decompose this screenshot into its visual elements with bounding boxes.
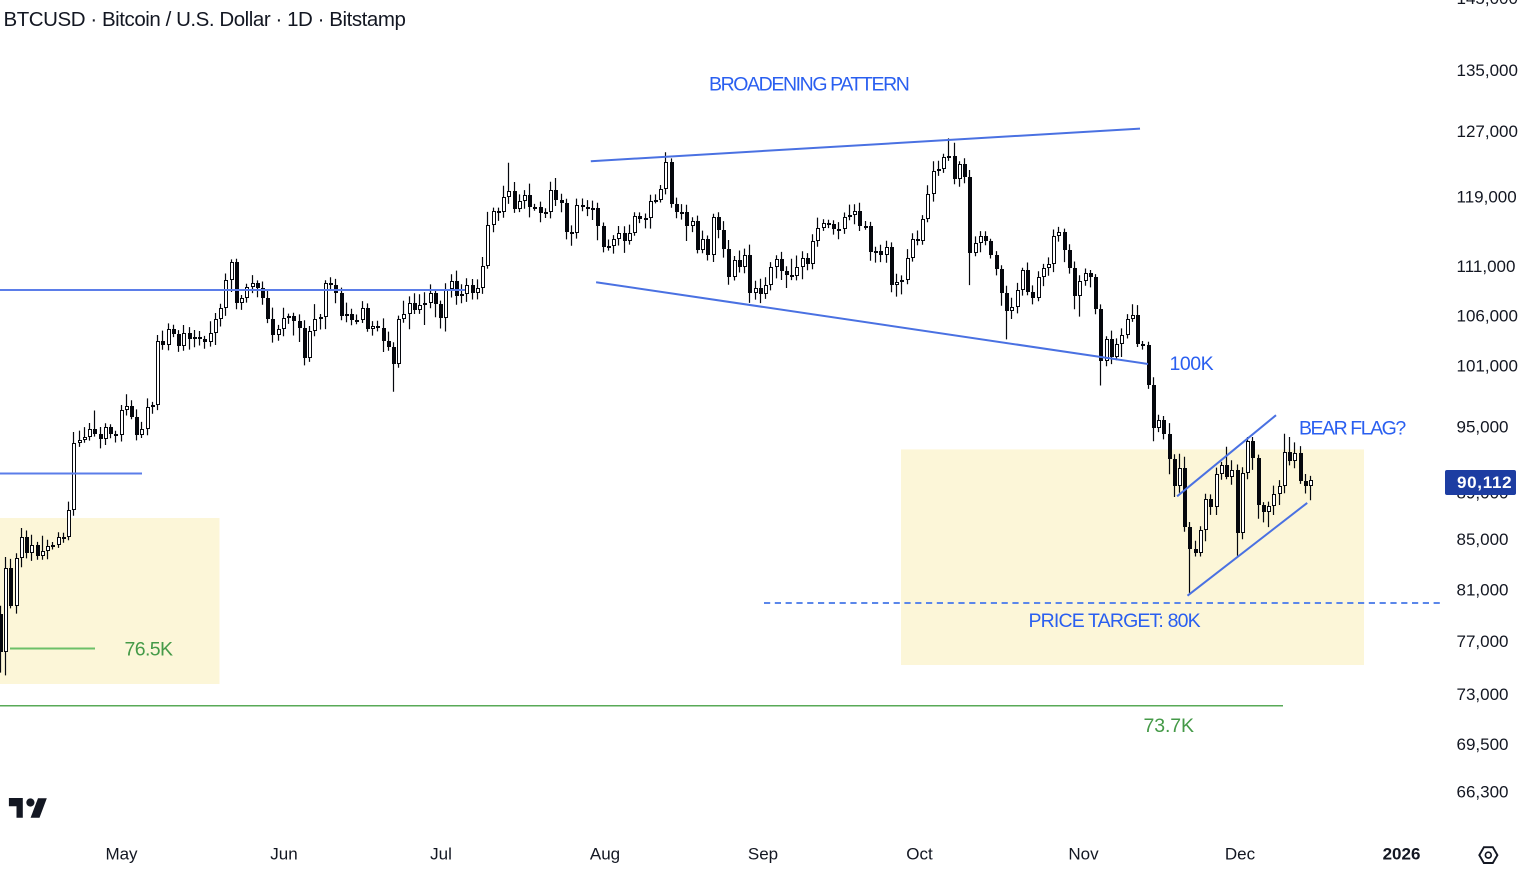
svg-text:111,000: 111,000 — [1457, 257, 1516, 276]
svg-text:Aug: Aug — [590, 845, 620, 864]
svg-text:76.5K: 76.5K — [125, 639, 174, 661]
svg-text:69,500: 69,500 — [1457, 735, 1509, 754]
svg-text:73.7K: 73.7K — [1144, 715, 1195, 737]
svg-text:May: May — [105, 845, 138, 864]
svg-text:2026: 2026 — [1383, 845, 1421, 864]
svg-text:Dec: Dec — [1225, 845, 1256, 864]
svg-text:BTCUSD · Bitcoin / U.S. Dollar: BTCUSD · Bitcoin / U.S. Dollar · 1D · Bi… — [4, 8, 406, 31]
svg-text:135,000: 135,000 — [1457, 61, 1518, 80]
svg-text:95,000: 95,000 — [1457, 418, 1509, 437]
svg-text:101,000: 101,000 — [1457, 357, 1518, 376]
svg-text:145,000: 145,000 — [1457, 0, 1518, 8]
svg-text:Sep: Sep — [748, 845, 778, 864]
svg-text:Jul: Jul — [430, 845, 452, 864]
svg-text:Nov: Nov — [1068, 845, 1099, 864]
svg-text:PRICE TARGET: 80K: PRICE TARGET: 80K — [1029, 610, 1201, 632]
svg-text:73,000: 73,000 — [1457, 685, 1509, 704]
svg-text:BROADENING PATTERN: BROADENING PATTERN — [709, 74, 909, 96]
svg-text:66,300: 66,300 — [1457, 782, 1509, 801]
svg-text:85,000: 85,000 — [1457, 530, 1509, 549]
svg-text:BEAR FLAG?: BEAR FLAG? — [1299, 418, 1406, 440]
svg-text:Jun: Jun — [270, 845, 297, 864]
svg-text:90,112: 90,112 — [1457, 473, 1512, 492]
svg-text:77,000: 77,000 — [1457, 632, 1509, 651]
svg-text:100K: 100K — [1170, 353, 1214, 375]
svg-text:119,000: 119,000 — [1457, 188, 1517, 207]
svg-text:106,000: 106,000 — [1457, 306, 1518, 325]
svg-text:Oct: Oct — [906, 845, 933, 864]
svg-text:81,000: 81,000 — [1457, 581, 1509, 600]
svg-text:127,000: 127,000 — [1457, 122, 1518, 141]
